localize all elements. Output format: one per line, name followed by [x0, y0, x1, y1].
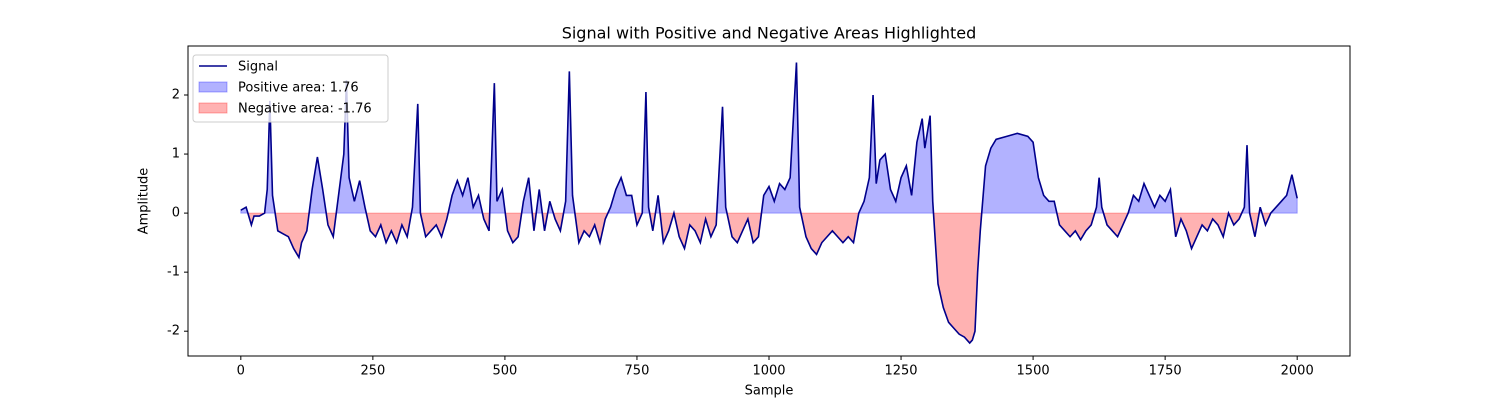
y-tick-label: -2 — [167, 324, 180, 339]
legend-swatch — [198, 102, 228, 114]
positive-area — [240, 62, 1298, 214]
x-tick-label: 2000 — [1281, 364, 1314, 379]
x-tick-label: 0 — [237, 364, 245, 379]
legend-label: Signal — [238, 60, 278, 75]
y-axis-label: Amplitude — [137, 168, 152, 235]
x-tick-label: 1000 — [752, 364, 785, 379]
x-axis-label: Sample — [745, 384, 794, 399]
legend-box — [192, 54, 389, 123]
y-tick-label: 0 — [172, 206, 180, 221]
x-tick-label: 1250 — [884, 364, 917, 379]
x-tick-label: 1500 — [1017, 364, 1050, 379]
y-tick-label: 1 — [172, 147, 180, 162]
y-tick-label: -1 — [167, 265, 180, 280]
chart-title: Signal with Positive and Negative Areas … — [562, 24, 977, 43]
x-tick-label: 250 — [360, 364, 385, 379]
x-tick-label: 500 — [492, 364, 517, 379]
x-tick-label: 1750 — [1149, 364, 1182, 379]
x-tick-label: 750 — [625, 364, 650, 379]
y-tick-label: 2 — [172, 88, 180, 103]
signal-line — [240, 62, 1298, 345]
legend-swatch — [198, 81, 228, 93]
legend-label: Negative area: -1.76 — [238, 102, 372, 117]
legend-label: Positive area: 1.76 — [238, 81, 359, 96]
